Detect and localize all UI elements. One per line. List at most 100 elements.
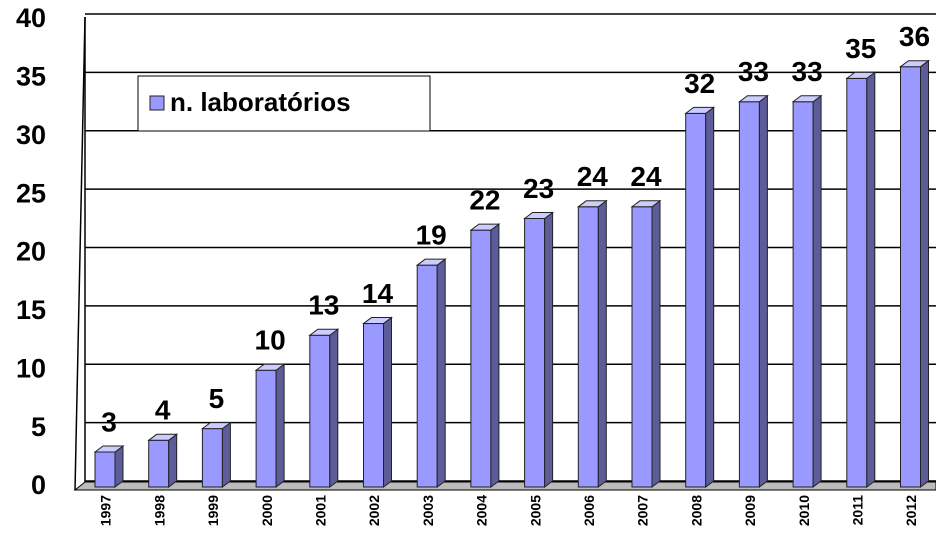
bar-front (900, 66, 921, 488)
bar-front (846, 77, 868, 488)
bar-top (415, 258, 447, 266)
bar (630, 199, 662, 488)
bar-top (147, 433, 179, 441)
bar-side (544, 211, 554, 488)
bar (308, 328, 340, 488)
x-tick-label: 2004 (474, 495, 490, 526)
x-tick-label: 2003 (420, 495, 436, 526)
bar-front (524, 217, 546, 488)
bar-side (275, 363, 285, 488)
x-tick-label: 2011 (850, 495, 866, 526)
bar-side (114, 444, 124, 488)
data-label: 10 (255, 325, 286, 356)
x-tick-label: 1998 (151, 495, 167, 526)
bar-side (812, 94, 822, 488)
bar-top (630, 200, 662, 208)
bar-side (436, 258, 446, 488)
bar-front (309, 334, 331, 488)
x-tick-label: 2002 (366, 495, 382, 526)
data-label: 14 (362, 278, 394, 309)
data-label: 24 (577, 161, 609, 192)
bar-top (898, 60, 931, 68)
bar (845, 71, 877, 488)
bar (684, 106, 716, 488)
bar-side (383, 316, 392, 488)
bar-top (576, 200, 608, 208)
y-tick-label: 5 (31, 412, 46, 442)
y-tick-label: 15 (16, 295, 46, 325)
bar-front (738, 101, 760, 488)
bar-side (920, 59, 929, 488)
bar-side (490, 223, 500, 488)
data-label: 13 (308, 290, 339, 321)
legend-label: n. laboratórios (170, 87, 351, 117)
data-label: 19 (416, 220, 447, 251)
bar-top (469, 223, 501, 231)
x-tick-label: 2008 (688, 495, 704, 526)
data-label: 5 (209, 383, 225, 414)
bar-top (362, 317, 393, 325)
bar (362, 316, 393, 488)
bar-front (363, 323, 384, 488)
bar-front (577, 206, 599, 488)
bar-top (791, 95, 823, 103)
bar (147, 433, 179, 488)
bar (200, 421, 232, 488)
bar-top (523, 211, 555, 219)
bar (898, 59, 931, 488)
data-label: 33 (738, 56, 769, 87)
y-tick-label: 0 (31, 470, 46, 500)
bar-side (597, 199, 607, 488)
floor (73, 481, 936, 491)
x-tick-label: 2000 (259, 495, 275, 526)
bar-front (255, 369, 277, 488)
bar-front (631, 206, 653, 488)
data-label: 35 (845, 33, 876, 64)
bar-side (329, 328, 339, 488)
x-tick-label: 2006 (581, 495, 597, 526)
bar-front (792, 101, 814, 488)
y-tick-label: 25 (16, 178, 46, 208)
data-label: 23 (523, 173, 554, 204)
data-label: 32 (684, 68, 715, 99)
bar-front (94, 451, 116, 488)
bar-front (470, 229, 492, 488)
x-tick-label: 1999 (205, 495, 221, 526)
bar-top (845, 71, 877, 79)
bar-top (200, 422, 232, 430)
data-label: 36 (899, 21, 930, 52)
x-tick-label: 2005 (527, 495, 543, 526)
data-label: 4 (155, 395, 171, 426)
bar (576, 199, 608, 488)
left-wall (74, 16, 86, 491)
legend-box (137, 75, 431, 132)
bar (791, 94, 823, 488)
bar (254, 363, 286, 488)
y-tick-label: 20 (16, 237, 46, 267)
bar-side (221, 421, 231, 488)
bar-top (93, 445, 125, 453)
legend-swatch (149, 95, 165, 111)
data-label: 24 (630, 161, 662, 192)
y-tick-label: 40 (16, 3, 46, 33)
bar-top (254, 363, 286, 371)
bar (93, 444, 125, 488)
x-tick-label: 2007 (635, 495, 651, 526)
x-tick-label: 2001 (313, 495, 329, 526)
bar-top (684, 106, 716, 114)
bar (523, 211, 555, 488)
x-tick-label: 2012 (903, 495, 919, 526)
y-tick-label: 30 (16, 120, 46, 150)
bar-side (866, 71, 876, 488)
bar-side (758, 94, 768, 488)
bar-front (148, 439, 170, 488)
bar-side (705, 106, 715, 488)
data-label: 3 (101, 406, 117, 437)
x-tick-label: 2009 (742, 495, 758, 526)
bar-side (651, 199, 661, 488)
bar-front (201, 428, 223, 488)
bar-front (416, 264, 438, 488)
data-label: 22 (469, 185, 500, 216)
y-tick-label: 35 (16, 62, 46, 92)
